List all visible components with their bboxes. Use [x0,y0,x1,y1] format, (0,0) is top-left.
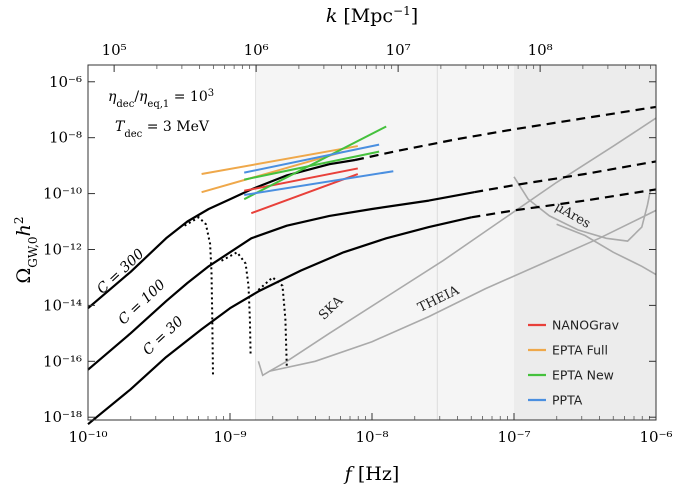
pta-line-epta-new [243,125,387,201]
curve-c30-dotted [257,276,288,367]
pta-layer [201,125,394,215]
x-axis-title: f [Hz] [343,463,400,485]
annotation-tdec: Tdec = 3 MeV [115,119,210,140]
pta-line-ppta [243,143,380,174]
legend-label: EPTA Full [552,343,608,358]
curve-label: C = 300 [94,246,147,297]
theia-curve [269,209,657,372]
y-axis-title: ΩGW,0h2 [12,217,40,284]
ska-curve [257,117,657,377]
x-tick-label: 10⁻⁸ [355,428,388,446]
curve-label: C = 100 [115,277,168,328]
curve-c30-dashed [471,188,657,219]
muares-curve [513,176,652,242]
x-tick-label: 10⁻⁹ [213,428,246,446]
pta-line-epta-full [201,145,358,176]
top-tick-label: 10⁷ [386,41,411,59]
pta-line-epta-full [201,150,344,194]
curve-c100-dashed [474,160,657,194]
curve-c30-solid [87,216,472,426]
legend-label: NANOGrav [552,318,620,333]
x-tick-label: 10⁻⁷ [497,428,530,446]
curve-c300-solid [87,158,356,310]
pta-line-ppta [244,170,394,196]
sensitivity-shading-layer [255,65,657,420]
tick-layer: 10⁻¹⁰ 10⁻⁹ 10⁻⁸ 10⁻⁷ 10⁻⁶ 10⁵ 10⁶ 10⁷ 10⁸ 10⁻⁶ 10⁻… [43,41,673,446]
annotation-eta-ratio: ηdec/ηeq,1 = 103 [108,88,214,110]
x-tick-label: 10⁻⁶ [639,428,672,446]
top-axis-title: k [Mpc−1] [326,4,418,27]
pta-line-nanograv [244,167,358,192]
curve-layer [87,105,657,426]
x-tick-label: 10⁻¹⁰ [68,428,107,446]
curve-c100-solid [87,191,475,371]
top-tick-label: 10⁶ [244,41,269,59]
y-tick-label: 10⁻⁸ [49,129,82,147]
top-tick-label: 10⁸ [528,41,553,59]
y-tick-label: 10⁻¹⁴ [43,296,82,314]
legend-label: PPTA [552,393,583,408]
muares-curve-tail [556,223,657,276]
y-tick-label: 10⁻⁶ [49,73,82,91]
legend-label: EPTA New [552,368,614,383]
y-tick-label: 10⁻¹² [43,240,82,258]
top-tick-label: 10⁵ [102,41,127,59]
y-tick-label: 10⁻¹⁰ [43,185,82,203]
curve-c300-dotted [184,216,214,376]
curve-c300-dashed [354,105,657,162]
pta-line-epta-new [243,150,380,181]
upper-band-shading [514,65,656,420]
y-tick-label: 10⁻¹⁶ [43,352,82,370]
y-tick-label: 10⁻¹⁸ [43,408,82,426]
curve-label: C = 30 [140,313,187,358]
